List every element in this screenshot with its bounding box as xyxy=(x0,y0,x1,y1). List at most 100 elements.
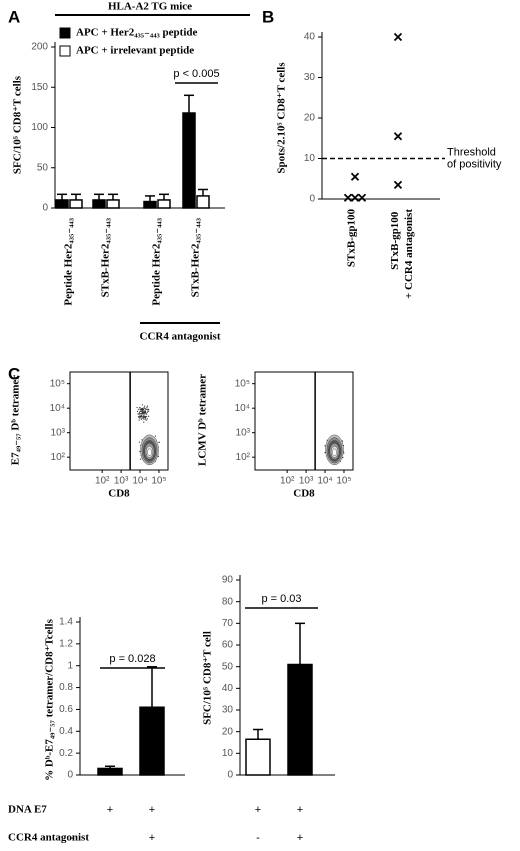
y-tick-label: 0 xyxy=(42,203,48,214)
y-tick-label: 10³ xyxy=(236,427,251,438)
y-axis-label: LCMV Dᵇ tetramer xyxy=(197,374,209,466)
x-tick-label: STxB-Her2₄₃₅₋₄₄₃ xyxy=(190,217,202,297)
y-tick-label: 0.4 xyxy=(59,726,73,737)
point-stroke xyxy=(350,172,360,181)
event-dot xyxy=(139,410,141,412)
y-tick-label: 10⁵ xyxy=(235,378,250,389)
event-dot xyxy=(143,406,145,409)
y-tick-label: 10⁵ xyxy=(50,378,65,389)
x-tick-label: 10² xyxy=(280,476,295,487)
x-tick-label: STxB-gp100 + CCR4 antagonist xyxy=(389,209,415,299)
y-tick-label: 1 xyxy=(67,660,73,671)
event-dot xyxy=(139,406,141,409)
bar xyxy=(97,767,123,776)
condition-sign: + xyxy=(255,804,261,816)
density-contour xyxy=(147,448,152,457)
x-axis-label: CD8 xyxy=(293,488,315,500)
event-dot xyxy=(141,439,143,441)
event-dot xyxy=(142,412,144,414)
point-stroke xyxy=(393,132,403,141)
event-dot xyxy=(342,456,344,459)
y-tick-label: 90 xyxy=(222,575,234,586)
y-tick-label: 0 xyxy=(67,770,73,781)
event-dot xyxy=(146,405,149,407)
x-tick-label: Peptide Her2₄₃₅₋₄₄₃ xyxy=(63,217,75,305)
point-stroke xyxy=(357,193,367,202)
condition-row-label: CCR4 antagonist xyxy=(8,832,89,844)
x-tick-label: 10⁵ xyxy=(336,476,351,487)
x-axis-label: CD8 xyxy=(108,488,130,500)
y-tick-label: 40 xyxy=(222,683,234,694)
event-dot xyxy=(144,410,146,412)
y-tick-label: 30 xyxy=(304,72,316,83)
event-dot xyxy=(324,451,326,454)
event-dot xyxy=(154,435,157,437)
event-dot xyxy=(143,421,145,423)
bar xyxy=(139,706,165,776)
event-dot xyxy=(140,410,142,412)
x-tick-label: STxB-Her2₄₃₅₋₄₄₃ xyxy=(100,217,112,297)
event-dot xyxy=(139,417,141,419)
condition-sign: + xyxy=(149,832,155,844)
y-tick-label: 100 xyxy=(31,122,48,133)
event-dot xyxy=(137,416,140,418)
y-tick-label: 10² xyxy=(236,452,251,463)
plot-frame xyxy=(69,371,169,471)
group-label: CCR4 antagonist xyxy=(140,331,221,343)
y-tick-label: 0 xyxy=(309,194,315,205)
y-tick-label: 1.4 xyxy=(59,617,73,628)
y-tick-label: 10 xyxy=(222,748,234,759)
x-tick-label: 10⁴ xyxy=(317,476,332,487)
y-tick-label: 40 xyxy=(304,32,316,43)
data-point xyxy=(393,132,403,141)
event-dot xyxy=(139,415,142,417)
bar xyxy=(182,112,196,209)
y-tick-label: 10⁴ xyxy=(50,403,65,414)
significance-label: p = 0.03 xyxy=(261,593,301,605)
bar xyxy=(69,199,83,209)
event-dot xyxy=(147,408,150,411)
event-dot xyxy=(140,412,142,415)
event-dot xyxy=(145,408,147,410)
significance-label: p < 0.005 xyxy=(173,68,219,80)
event-dot xyxy=(143,416,145,418)
event-dot xyxy=(139,458,142,460)
header: HLA-A2 TG mice xyxy=(108,1,192,13)
data-point xyxy=(350,172,360,181)
event-dot xyxy=(143,411,145,413)
y-tick-label: 0.8 xyxy=(59,682,73,693)
data-point xyxy=(393,32,403,42)
bar xyxy=(106,199,120,209)
bar xyxy=(55,199,69,209)
event-dot xyxy=(142,415,144,417)
density-contour xyxy=(332,448,337,457)
event-dot xyxy=(143,413,145,415)
y-tick-label: 50 xyxy=(222,661,234,672)
condition-sign: + xyxy=(149,804,155,816)
condition-sign: - xyxy=(256,832,260,844)
event-dot xyxy=(141,408,143,410)
bar xyxy=(245,738,271,776)
x-tick-label: 10³ xyxy=(299,476,314,487)
bar xyxy=(143,200,157,209)
y-tick-label: 20 xyxy=(304,113,316,124)
bar xyxy=(196,195,210,209)
y-axis-label: SFC/10⁵ CD8⁺T cell xyxy=(202,631,214,725)
event-dot xyxy=(137,413,139,415)
panel-label: B xyxy=(262,7,274,26)
event-dot xyxy=(142,410,144,413)
condition-sign: + xyxy=(297,804,303,816)
legend-label: APC + Her2₄₃₅₋₄₄₃ peptide xyxy=(76,27,197,39)
event-dot xyxy=(139,450,141,453)
x-tick-label: STxB-gp100 xyxy=(346,209,358,268)
y-axis-label: SFC/10⁵ CD8⁺T cells xyxy=(12,75,24,174)
event-dot xyxy=(145,419,147,421)
event-dot xyxy=(141,404,143,406)
condition-row-label: DNA E7 xyxy=(8,804,47,816)
event-dot xyxy=(144,405,146,407)
event-dot xyxy=(144,413,146,415)
event-dot xyxy=(136,406,138,409)
y-tick-label: 10 xyxy=(304,153,316,164)
event-dot xyxy=(146,411,148,413)
event-dot xyxy=(140,418,142,420)
